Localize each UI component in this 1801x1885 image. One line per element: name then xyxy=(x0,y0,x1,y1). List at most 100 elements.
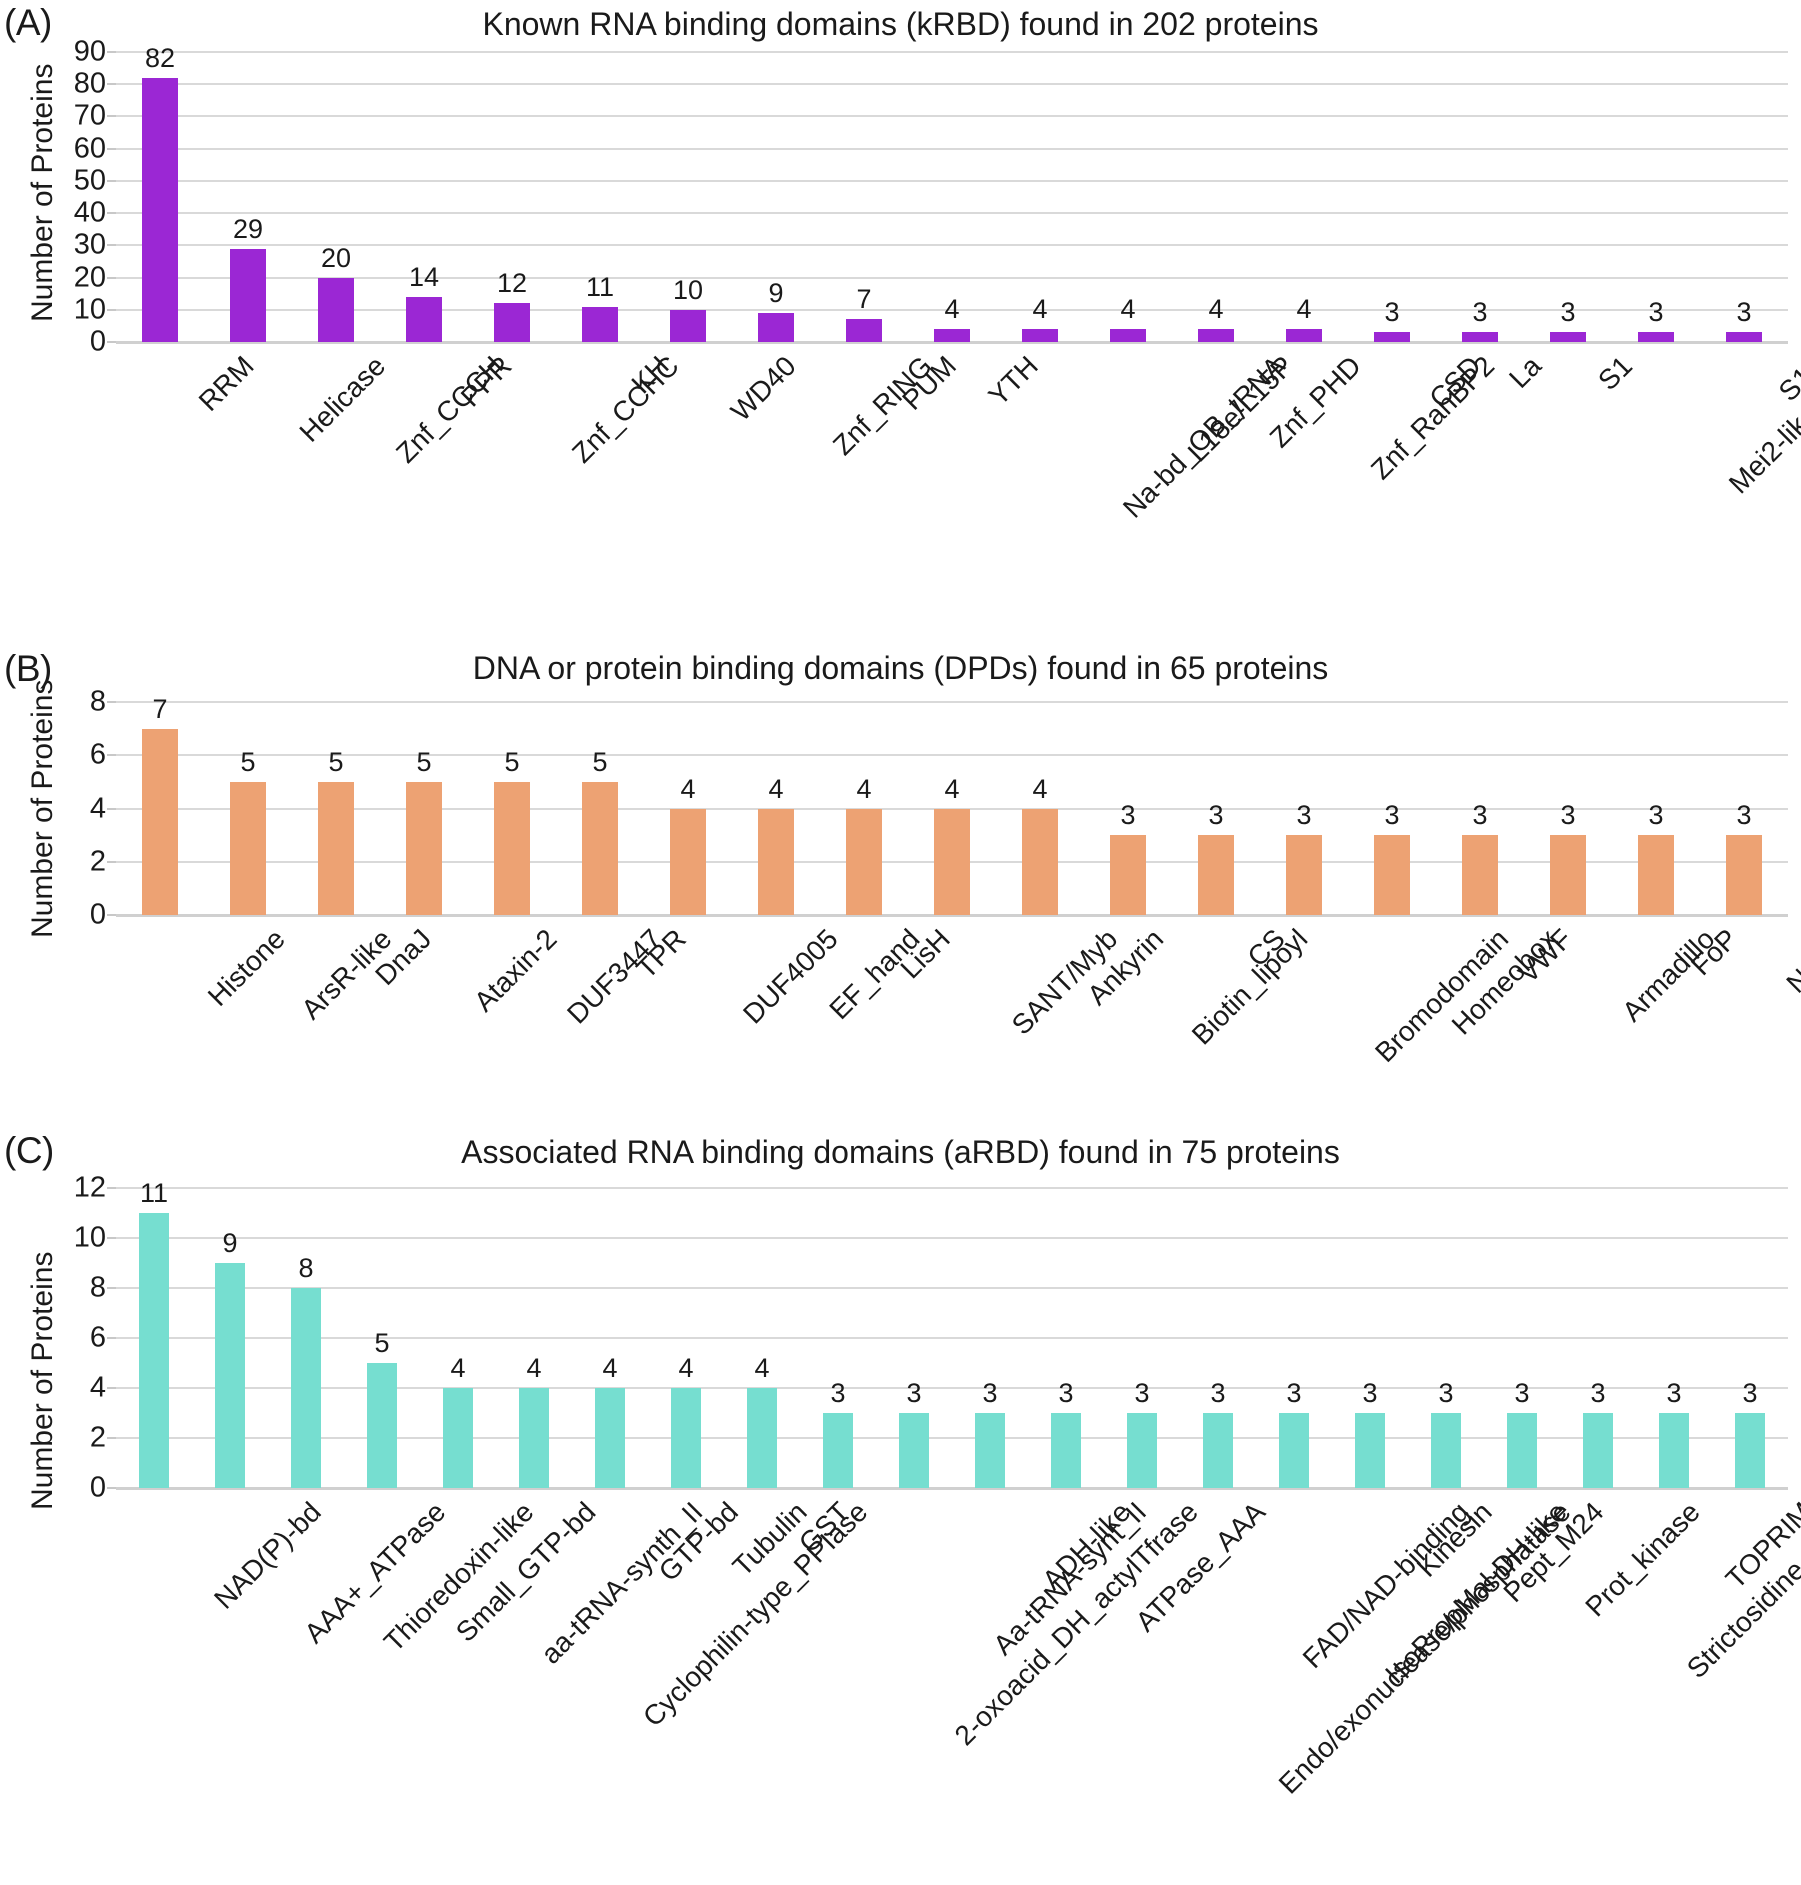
bar[interactable] xyxy=(494,781,530,915)
bar-group[interactable]: 5 xyxy=(366,1188,398,1488)
bar[interactable] xyxy=(746,1388,778,1488)
bar-group[interactable]: 14 xyxy=(406,52,442,342)
bar-group[interactable]: 9 xyxy=(758,52,794,342)
bar-group[interactable]: 4 xyxy=(846,702,882,915)
bar[interactable] xyxy=(594,1388,626,1488)
bar[interactable] xyxy=(138,1213,170,1488)
bar[interactable] xyxy=(230,781,266,915)
bar[interactable] xyxy=(518,1388,550,1488)
bar-group[interactable]: 29 xyxy=(230,52,266,342)
bar-group[interactable]: 3 xyxy=(1202,1188,1234,1488)
bar[interactable] xyxy=(822,1413,854,1488)
bar-group[interactable]: 3 xyxy=(1726,52,1762,342)
bar[interactable] xyxy=(670,808,706,915)
bar-group[interactable]: 11 xyxy=(138,1178,170,1488)
bar[interactable] xyxy=(758,313,794,342)
bar[interactable] xyxy=(670,309,706,342)
bar-group[interactable]: 4 xyxy=(1286,52,1322,342)
bar-group[interactable]: 20 xyxy=(318,52,354,342)
bar-group[interactable]: 4 xyxy=(934,702,970,915)
bar-group[interactable]: 3 xyxy=(1726,702,1762,915)
bar-group[interactable]: 8 xyxy=(290,1188,322,1488)
bar[interactable] xyxy=(142,77,178,342)
bar-group[interactable]: 3 xyxy=(822,1188,854,1488)
bar-group[interactable]: 4 xyxy=(1022,702,1058,915)
bar[interactable] xyxy=(1638,835,1674,915)
bar[interactable] xyxy=(582,781,618,915)
bar-group[interactable]: 5 xyxy=(318,702,354,915)
bar[interactable] xyxy=(1462,332,1498,342)
bar-group[interactable]: 3 xyxy=(1582,1188,1614,1488)
bar[interactable] xyxy=(214,1263,246,1488)
bar[interactable] xyxy=(1430,1413,1462,1488)
bar[interactable] xyxy=(142,728,178,915)
bar[interactable] xyxy=(442,1388,474,1488)
bar[interactable] xyxy=(1050,1413,1082,1488)
bar-group[interactable]: 3 xyxy=(1658,1188,1690,1488)
bar[interactable] xyxy=(1022,329,1058,342)
bar-group[interactable]: 3 xyxy=(1050,1188,1082,1488)
bar[interactable] xyxy=(934,808,970,915)
bar[interactable] xyxy=(1658,1413,1690,1488)
bar[interactable] xyxy=(1374,332,1410,342)
bar-group[interactable]: 3 xyxy=(1354,1188,1386,1488)
bar[interactable] xyxy=(974,1413,1006,1488)
bar[interactable] xyxy=(846,319,882,342)
bar-group[interactable]: 5 xyxy=(494,702,530,915)
bar-group[interactable]: 3 xyxy=(1550,52,1586,342)
bar-group[interactable]: 4 xyxy=(1110,52,1146,342)
bar[interactable] xyxy=(1550,835,1586,915)
bar[interactable] xyxy=(1286,835,1322,915)
bar-group[interactable]: 5 xyxy=(406,702,442,915)
bar-group[interactable]: 4 xyxy=(934,52,970,342)
bar-group[interactable]: 3 xyxy=(1374,52,1410,342)
bar[interactable] xyxy=(1726,835,1762,915)
bar[interactable] xyxy=(230,248,266,342)
bar[interactable] xyxy=(1462,835,1498,915)
bar[interactable] xyxy=(1022,808,1058,915)
bar-group[interactable]: 3 xyxy=(1550,702,1586,915)
bar-group[interactable]: 5 xyxy=(582,702,618,915)
bar-group[interactable]: 3 xyxy=(1506,1188,1538,1488)
bar[interactable] xyxy=(1286,329,1322,342)
bar-group[interactable]: 4 xyxy=(442,1188,474,1488)
bar-group[interactable]: 4 xyxy=(594,1188,626,1488)
bar-group[interactable]: 4 xyxy=(1022,52,1058,342)
bar[interactable] xyxy=(318,277,354,342)
bar-group[interactable]: 4 xyxy=(670,702,706,915)
bar[interactable] xyxy=(1110,835,1146,915)
bar[interactable] xyxy=(582,306,618,342)
bar-group[interactable]: 10 xyxy=(670,52,706,342)
bar[interactable] xyxy=(670,1388,702,1488)
bar[interactable] xyxy=(1550,332,1586,342)
bar-group[interactable]: 7 xyxy=(846,52,882,342)
bar-group[interactable]: 9 xyxy=(214,1188,246,1488)
bar[interactable] xyxy=(1126,1413,1158,1488)
bar-group[interactable]: 3 xyxy=(1374,702,1410,915)
bar[interactable] xyxy=(1374,835,1410,915)
bar-group[interactable]: 3 xyxy=(1462,702,1498,915)
bar-group[interactable]: 11 xyxy=(582,52,618,342)
bar[interactable] xyxy=(1278,1413,1310,1488)
bar-group[interactable]: 3 xyxy=(898,1188,930,1488)
bar-group[interactable]: 3 xyxy=(1734,1188,1766,1488)
bar[interactable] xyxy=(366,1363,398,1488)
bar-group[interactable]: 3 xyxy=(1198,702,1234,915)
bar-group[interactable]: 3 xyxy=(1286,702,1322,915)
bar[interactable] xyxy=(290,1288,322,1488)
bar[interactable] xyxy=(1354,1413,1386,1488)
bar-group[interactable]: 3 xyxy=(1462,52,1498,342)
bar-group[interactable]: 4 xyxy=(518,1188,550,1488)
bar[interactable] xyxy=(934,329,970,342)
bar[interactable] xyxy=(406,781,442,915)
bar-group[interactable]: 3 xyxy=(974,1188,1006,1488)
bar[interactable] xyxy=(494,303,530,342)
bar[interactable] xyxy=(846,808,882,915)
bar-group[interactable]: 3 xyxy=(1126,1188,1158,1488)
bar-group[interactable]: 5 xyxy=(230,702,266,915)
bar-group[interactable]: 3 xyxy=(1638,52,1674,342)
bar[interactable] xyxy=(1202,1413,1234,1488)
bar-group[interactable]: 7 xyxy=(142,694,178,915)
bar[interactable] xyxy=(1582,1413,1614,1488)
bar-group[interactable]: 3 xyxy=(1430,1188,1462,1488)
